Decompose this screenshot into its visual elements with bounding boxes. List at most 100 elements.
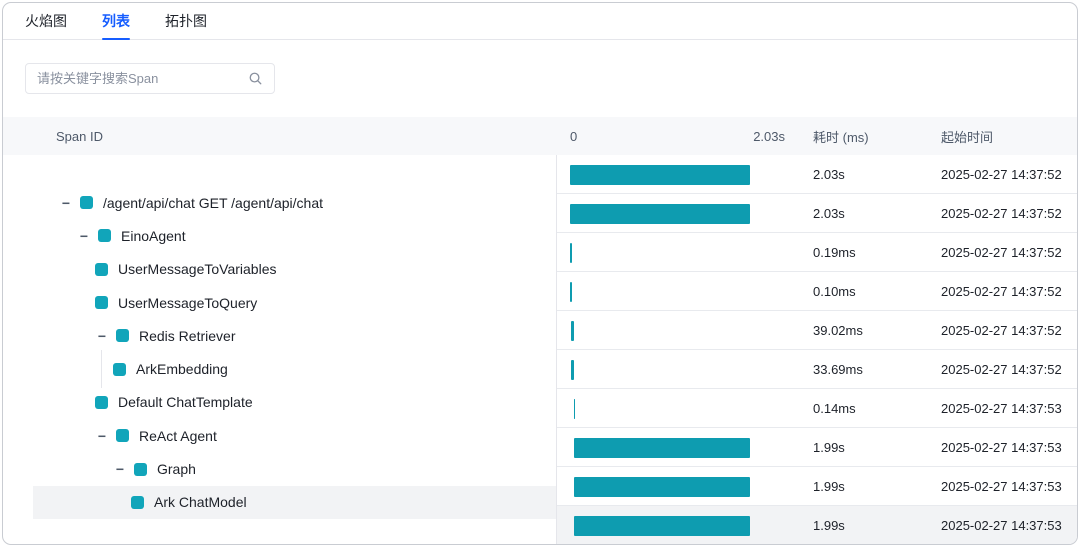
- duration-value: 39.02ms: [813, 322, 863, 338]
- duration-bar: [573, 398, 576, 419]
- span-tree-row[interactable]: ArkEmbedding: [3, 350, 556, 388]
- collapse-toggle[interactable]: −: [79, 227, 89, 244]
- duration-bar: [573, 437, 750, 458]
- tab-flame-graph[interactable]: 火焰图: [25, 13, 67, 29]
- span-label: UserMessageToVariables: [118, 261, 277, 278]
- timeline-axis-start-label: 0: [570, 128, 578, 144]
- span-tree-row[interactable]: − EinoAgent: [3, 219, 556, 252]
- collapse-toggle[interactable]: −: [97, 427, 107, 444]
- timeline-track: [557, 233, 793, 271]
- span-label: ReAct Agent: [139, 427, 217, 444]
- span-tree-row[interactable]: − Graph: [3, 452, 556, 485]
- table-body: − /agent/api/chat GET /agent/api/chat − …: [3, 155, 1077, 544]
- tab-topology[interactable]: 拓扑图: [165, 13, 207, 29]
- col-header-timeline: 0 2.03s: [557, 129, 793, 144]
- timeline-track: [557, 350, 793, 388]
- start-time-value: 2025-02-27 14:37:52: [941, 244, 1062, 260]
- span-node-icon: [95, 296, 108, 310]
- duration-bar: [570, 320, 574, 341]
- span-label: Redis Retriever: [139, 327, 236, 344]
- span-node-icon: [98, 229, 111, 243]
- span-timeline-row[interactable]: 2.03s 2025-02-27 14:37:52: [557, 194, 1077, 233]
- span-tree-pane: − /agent/api/chat GET /agent/api/chat − …: [3, 155, 557, 544]
- timeline-track: [557, 311, 793, 349]
- start-time-value: 2025-02-27 14:37:52: [941, 283, 1062, 299]
- timeline-rows-pane: 2.03s 2025-02-27 14:37:52 2.03s 2025-02-…: [557, 155, 1077, 544]
- timeline-track: [557, 194, 793, 232]
- duration-bar: [570, 242, 572, 263]
- duration-bar: [570, 281, 572, 302]
- span-node-icon: [116, 429, 129, 443]
- col-header-duration: 耗时 (ms): [813, 129, 869, 145]
- tree-indent-guide: [101, 350, 102, 388]
- collapse-toggle[interactable]: −: [115, 461, 125, 478]
- span-timeline-row[interactable]: 1.99s 2025-02-27 14:37:53: [557, 506, 1077, 544]
- duration-bar: [570, 164, 750, 185]
- span-search-box[interactable]: [25, 63, 275, 94]
- span-timeline-row[interactable]: 0.19ms 2025-02-27 14:37:52: [557, 233, 1077, 272]
- timeline-track: [557, 389, 793, 427]
- duration-bar: [570, 359, 574, 380]
- span-node-icon: [131, 495, 144, 509]
- span-tree-row[interactable]: UserMessageToQuery: [3, 286, 556, 319]
- search-area: [3, 40, 1077, 117]
- span-timeline-row[interactable]: 39.02ms 2025-02-27 14:37:52: [557, 311, 1077, 350]
- span-node-icon: [80, 196, 93, 210]
- timeline-track: [557, 155, 793, 193]
- span-tree-row[interactable]: Ark ChatModel: [3, 485, 556, 519]
- duration-value: 33.69ms: [813, 361, 863, 377]
- span-node-icon: [116, 329, 129, 343]
- span-node-icon: [95, 395, 108, 409]
- timeline-track: [557, 467, 793, 505]
- duration-value: 1.99s: [813, 439, 845, 455]
- timeline-axis-end-label: 2.03s: [753, 128, 785, 144]
- span-search-input[interactable]: [37, 71, 248, 86]
- start-time-value: 2025-02-27 14:37:53: [941, 439, 1062, 455]
- span-label: /agent/api/chat GET /agent/api/chat: [103, 194, 324, 211]
- duration-value: 2.03s: [813, 205, 845, 221]
- span-timeline-row[interactable]: 33.69ms 2025-02-27 14:37:52: [557, 350, 1077, 389]
- span-timeline-row[interactable]: 0.10ms 2025-02-27 14:37:52: [557, 272, 1077, 311]
- duration-value: 0.19ms: [813, 244, 856, 260]
- span-label: ArkEmbedding: [136, 361, 228, 378]
- duration-value: 0.10ms: [813, 283, 856, 299]
- start-time-value: 2025-02-27 14:37:53: [941, 518, 1062, 533]
- span-node-icon: [113, 362, 126, 376]
- start-time-value: 2025-02-27 14:37:52: [941, 361, 1062, 377]
- span-tree-row[interactable]: Default ChatTemplate: [3, 386, 556, 419]
- collapse-toggle[interactable]: −: [61, 194, 71, 211]
- span-timeline-row[interactable]: 1.99s 2025-02-27 14:37:53: [557, 467, 1077, 506]
- start-time-value: 2025-02-27 14:37:53: [941, 400, 1062, 416]
- span-tree-row[interactable]: UserMessageToVariables: [3, 253, 556, 286]
- span-timeline-row[interactable]: 1.99s 2025-02-27 14:37:53: [557, 428, 1077, 467]
- span-tree-row[interactable]: − Redis Retriever: [3, 319, 556, 352]
- duration-value: 1.99s: [813, 518, 845, 533]
- span-timeline-row[interactable]: 2.03s 2025-02-27 14:37:52: [557, 155, 1077, 194]
- span-timeline-row[interactable]: 0.14ms 2025-02-27 14:37:53: [557, 389, 1077, 428]
- span-node-icon: [95, 262, 108, 276]
- duration-bar: [573, 476, 750, 497]
- search-icon[interactable]: [248, 71, 263, 86]
- col-header-span-id: Span ID: [56, 128, 103, 144]
- span-tree-row[interactable]: − ReAct Agent: [3, 419, 556, 452]
- span-label: Default ChatTemplate: [118, 394, 253, 411]
- duration-value: 0.14ms: [813, 400, 856, 416]
- collapse-toggle[interactable]: −: [97, 327, 107, 344]
- timeline-track: [557, 428, 793, 466]
- tab-list[interactable]: 列表: [102, 3, 130, 40]
- span-label: UserMessageToQuery: [118, 294, 258, 311]
- table-header: Span ID 0 2.03s 耗时 (ms) 起始时间: [3, 117, 1077, 155]
- span-label: EinoAgent: [121, 227, 186, 244]
- col-header-start-time: 起始时间: [941, 129, 994, 145]
- start-time-value: 2025-02-27 14:37:52: [941, 322, 1062, 338]
- span-label: Graph: [157, 461, 196, 478]
- span-label: Ark ChatModel: [154, 494, 247, 511]
- view-tab-bar: 火焰图 列表 拓扑图: [3, 3, 1077, 40]
- span-tree-row[interactable]: − /agent/api/chat GET /agent/api/chat: [3, 186, 556, 219]
- duration-bar: [573, 515, 750, 536]
- duration-value: 1.99s: [813, 478, 845, 494]
- timeline-track: [557, 272, 793, 310]
- duration-value: 2.03s: [813, 166, 845, 182]
- span-node-icon: [134, 462, 147, 476]
